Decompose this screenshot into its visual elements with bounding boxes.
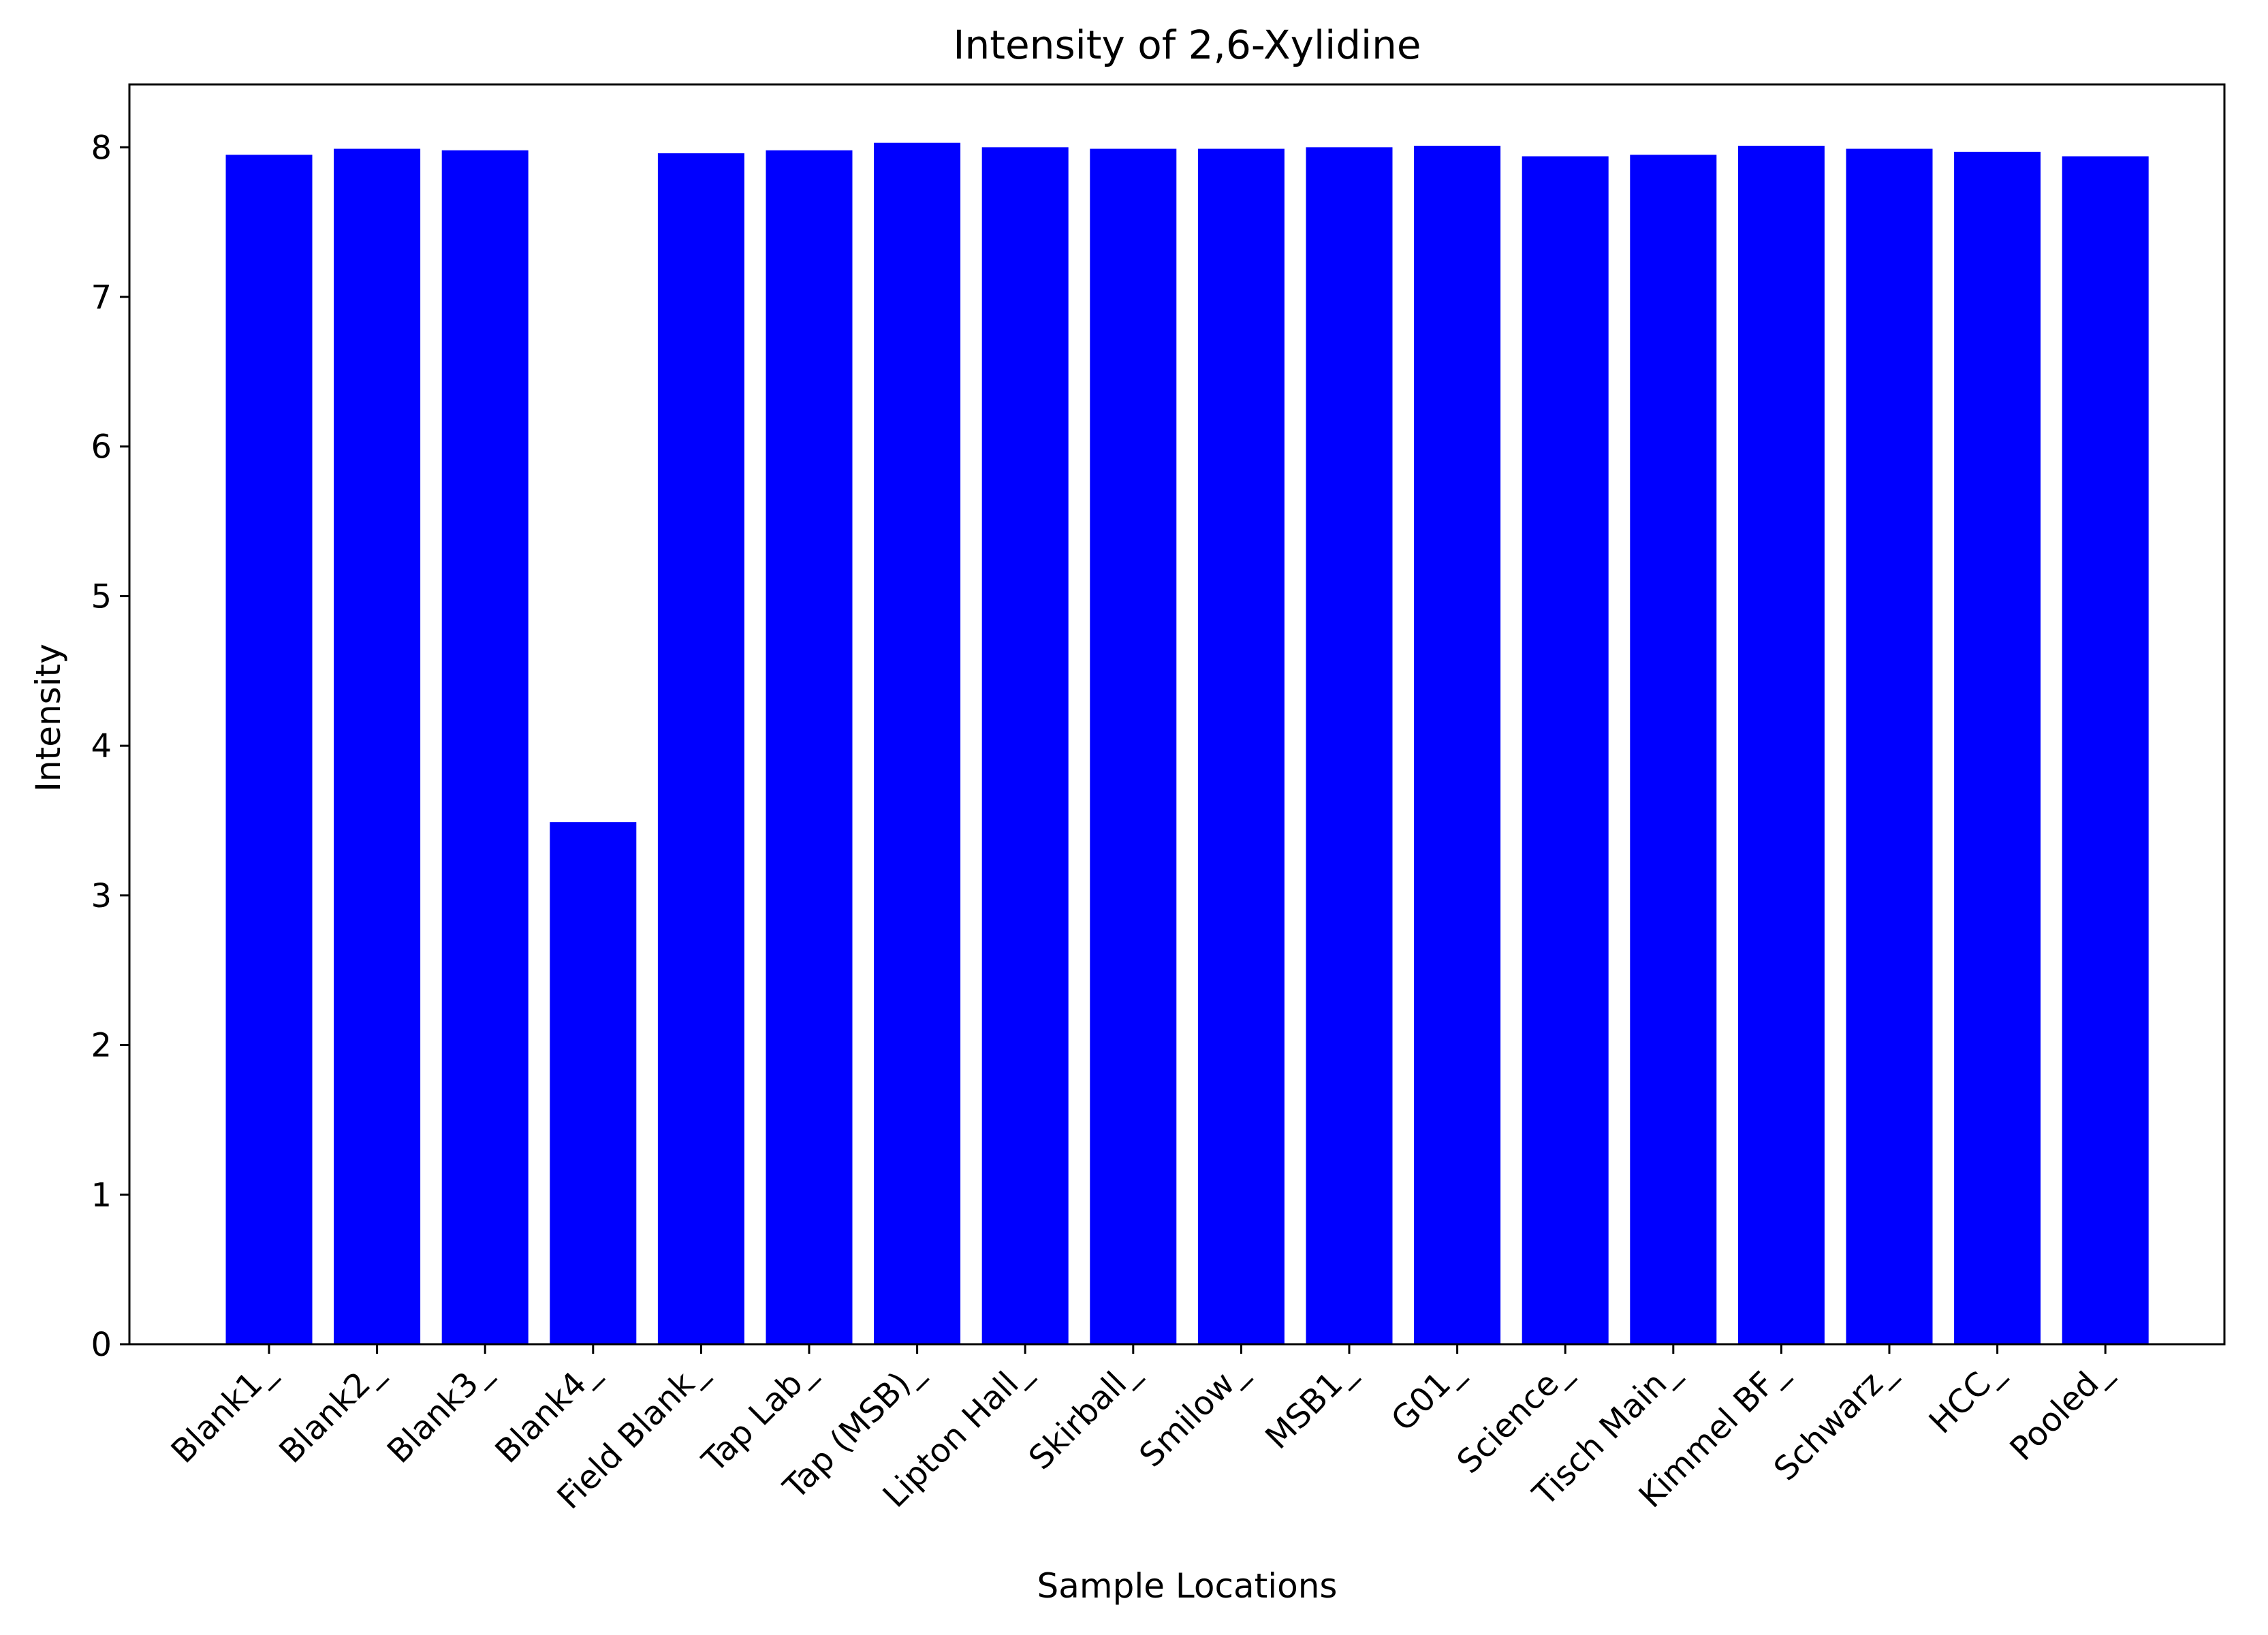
plot-frame bbox=[128, 83, 2226, 1346]
bar-3 bbox=[550, 822, 637, 1344]
y-axis-label: Intensity bbox=[29, 644, 68, 792]
y-tick-label: 6 bbox=[91, 428, 112, 466]
bars-layer bbox=[225, 142, 2149, 1345]
y-tick-label: 0 bbox=[91, 1326, 112, 1364]
bar-10 bbox=[1306, 147, 1393, 1344]
bar-4 bbox=[657, 153, 744, 1345]
y-tick-label: 7 bbox=[91, 279, 112, 317]
y-tick-label: 5 bbox=[91, 577, 112, 616]
y-tick-label: 8 bbox=[91, 129, 112, 167]
bar-7 bbox=[981, 147, 1069, 1344]
bar-14 bbox=[1737, 146, 1825, 1345]
bar-2 bbox=[441, 150, 529, 1345]
y-tick-label: 3 bbox=[91, 877, 112, 915]
bar-5 bbox=[766, 150, 853, 1345]
bar-0 bbox=[225, 155, 313, 1344]
bar-11 bbox=[1414, 146, 1501, 1345]
bar-1 bbox=[334, 148, 421, 1344]
bar-16 bbox=[1954, 151, 2041, 1344]
y-tick-label: 2 bbox=[91, 1027, 112, 1065]
bar-13 bbox=[1630, 155, 1717, 1344]
y-tick-label: 4 bbox=[91, 727, 112, 765]
bar-9 bbox=[1197, 148, 1285, 1344]
bar-12 bbox=[1522, 156, 1609, 1344]
x-axis-label: Sample Locations bbox=[1037, 1566, 1338, 1606]
bar-6 bbox=[874, 142, 961, 1345]
bar-15 bbox=[1846, 148, 1933, 1344]
y-axis-ticks: 0 1 2 3 4 5 6 7 8 bbox=[91, 129, 129, 1364]
chart-title: Intensity of 2,6-Xylidine bbox=[953, 22, 1421, 68]
y-tick-label: 1 bbox=[91, 1176, 112, 1214]
bar-8 bbox=[1090, 148, 1177, 1344]
bar-17 bbox=[2062, 156, 2149, 1344]
